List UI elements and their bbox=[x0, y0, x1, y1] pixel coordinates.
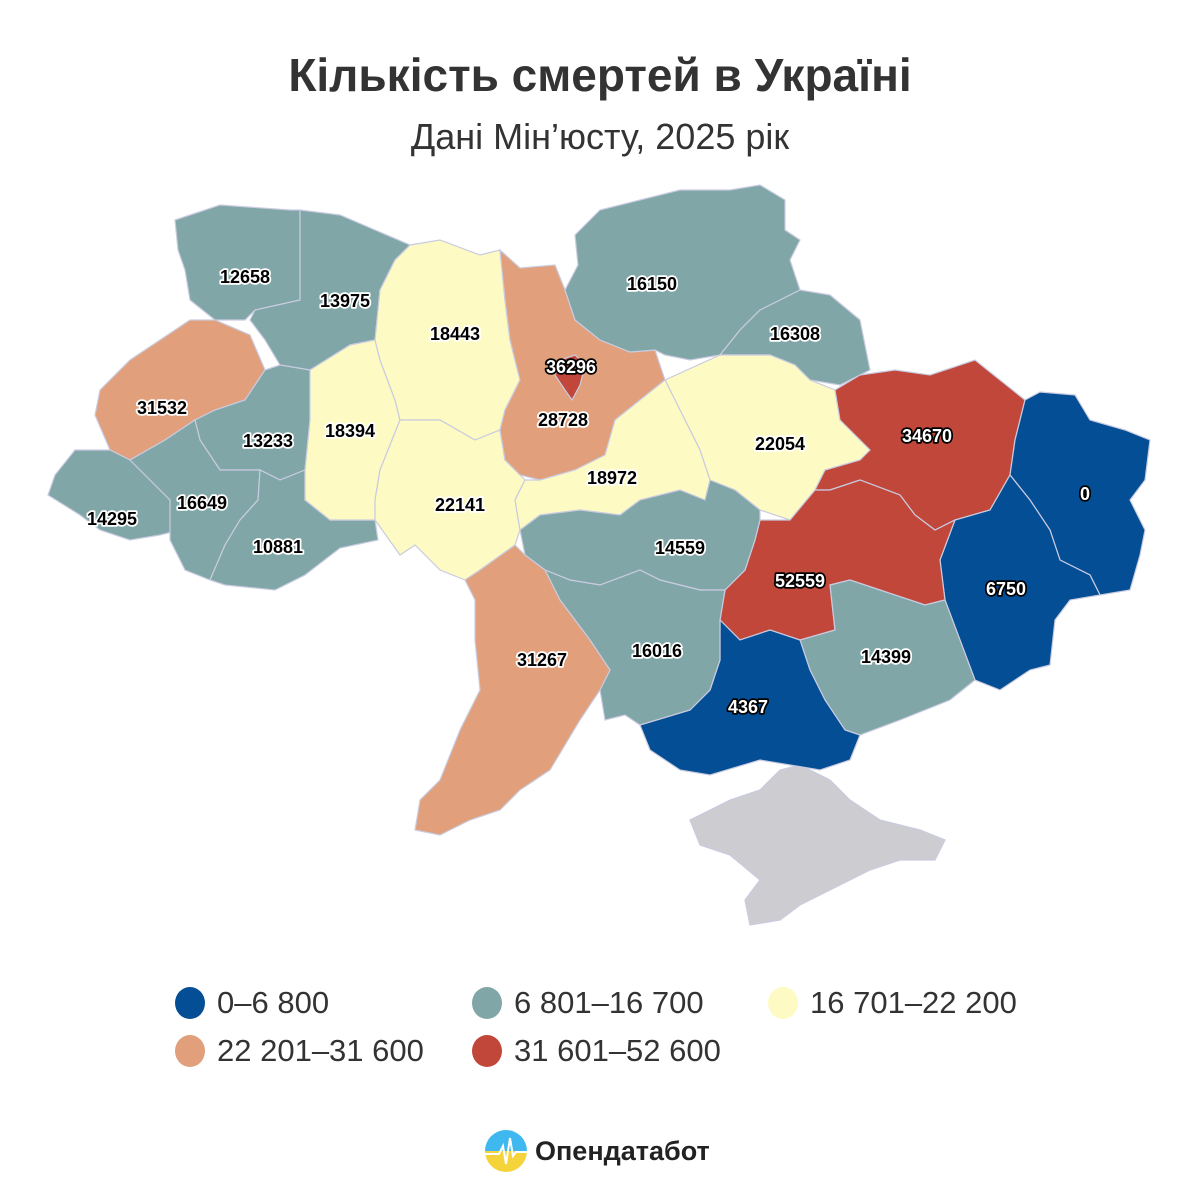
label-chernivtsi: 10881 bbox=[253, 537, 303, 557]
region-chernivtsi[interactable] bbox=[209, 469, 379, 591]
legend-label: 0–6 800 bbox=[217, 985, 330, 1020]
legend-swatch bbox=[175, 1035, 205, 1067]
opendatabot-logo: Опендатабот bbox=[485, 1130, 710, 1172]
legend-label: 31 601–52 600 bbox=[514, 1033, 721, 1068]
label-kyiv-oblast: 28728 bbox=[538, 410, 588, 430]
label-kherson: 4367 bbox=[728, 697, 768, 717]
label-poltava: 22054 bbox=[755, 434, 805, 454]
region-crimea bbox=[689, 764, 946, 926]
label-khmelnytskyi: 18394 bbox=[325, 421, 375, 441]
legend-swatch bbox=[768, 987, 798, 1019]
label-dnipro: 52559 bbox=[775, 571, 825, 591]
brand-name: Опендатабот bbox=[535, 1135, 710, 1166]
ukraine-map: 12658 13975 18443 36296 28728 16150 1630… bbox=[47, 184, 1151, 926]
map-subtitle: Дані Мін’юсту, 2025 рік bbox=[410, 116, 790, 157]
label-zaporizhzhia: 14399 bbox=[861, 647, 911, 667]
label-cherkasy: 18972 bbox=[587, 468, 637, 488]
label-luhansk: 0 bbox=[1080, 484, 1090, 504]
legend-label: 6 801–16 700 bbox=[514, 985, 704, 1020]
label-volyn: 12658 bbox=[220, 267, 270, 287]
logo-heartbeat-icon bbox=[485, 1130, 527, 1172]
label-kharkiv: 34670 bbox=[902, 426, 952, 446]
region-odesa[interactable] bbox=[414, 544, 611, 836]
label-chernihiv: 16150 bbox=[627, 274, 677, 294]
legend-swatch bbox=[175, 987, 205, 1019]
legend-item: 16 701–22 200 bbox=[768, 985, 1017, 1021]
label-zhytomyr: 18443 bbox=[430, 324, 480, 344]
legend-swatch bbox=[472, 987, 502, 1019]
label-mykolaiv: 16016 bbox=[632, 641, 682, 661]
label-donetsk: 6750 bbox=[986, 579, 1026, 599]
map-title: Кількість смертей в Україні bbox=[288, 49, 912, 101]
legend-item: 0–6 800 bbox=[175, 985, 329, 1021]
label-ternopil: 13233 bbox=[243, 431, 293, 451]
legend-label: 16 701–22 200 bbox=[810, 985, 1017, 1020]
legend-swatch bbox=[472, 1035, 502, 1067]
label-lviv: 31532 bbox=[137, 398, 187, 418]
label-zakarpattia: 14295 bbox=[87, 509, 137, 529]
label-kyiv-city: 36296 bbox=[546, 357, 596, 377]
legend-item: 22 201–31 600 bbox=[175, 1033, 424, 1069]
legend-label: 22 201–31 600 bbox=[217, 1033, 424, 1068]
label-sumy: 16308 bbox=[770, 324, 820, 344]
label-ivano-frankivsk: 16649 bbox=[177, 493, 227, 513]
legend-item: 6 801–16 700 bbox=[472, 985, 704, 1021]
label-kirovohrad: 14559 bbox=[655, 538, 705, 558]
region-volyn[interactable] bbox=[174, 204, 301, 321]
label-odesa: 31267 bbox=[517, 650, 567, 670]
region-kyiv-city[interactable] bbox=[554, 354, 586, 402]
legend-item: 31 601–52 600 bbox=[472, 1033, 721, 1069]
label-vinnytsia: 22141 bbox=[435, 495, 485, 515]
label-rivne: 13975 bbox=[320, 291, 370, 311]
